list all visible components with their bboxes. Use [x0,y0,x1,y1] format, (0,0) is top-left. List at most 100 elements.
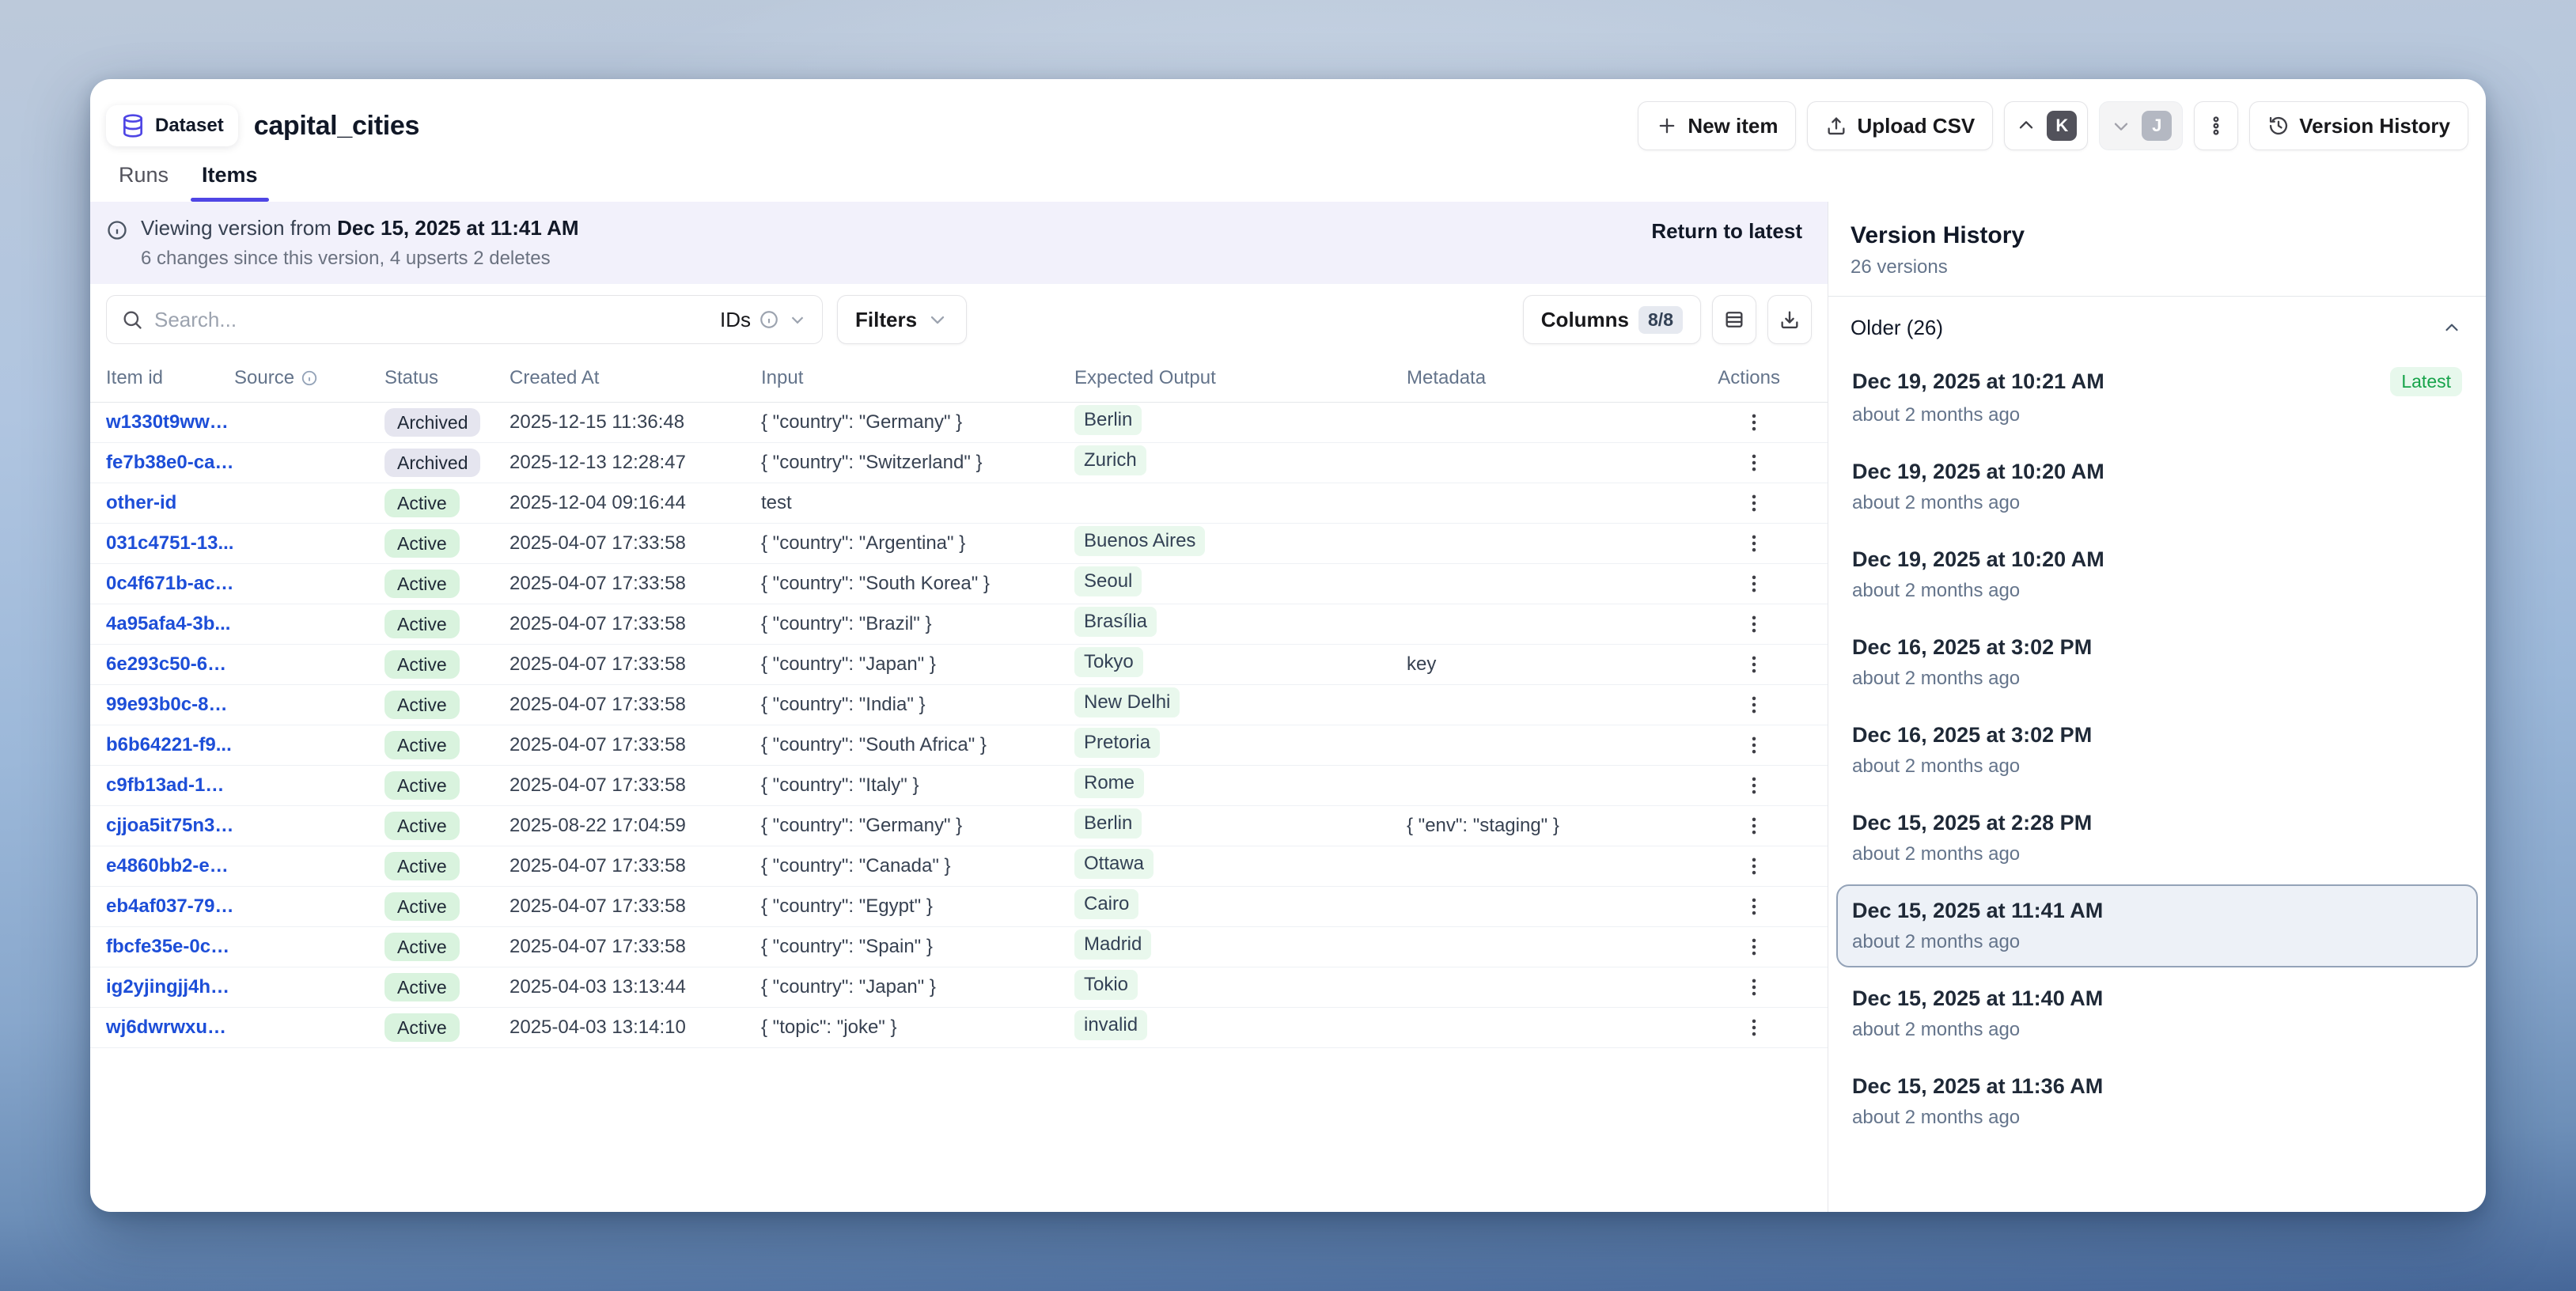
status-badge: Archived [385,449,481,477]
row-actions-button[interactable] [1737,406,1771,439]
item-id-link[interactable]: 0c4f671b-ac5... [106,573,234,594]
export-button[interactable] [1767,295,1812,344]
table-row[interactable]: fe7b38e0-ca4... Archived 2025-12-13 12:2… [90,443,1828,483]
item-id-link[interactable]: fe7b38e0-ca4... [106,452,234,473]
expected-output-cell: Seoul [1074,566,1407,602]
kebab-menu-icon [1752,736,1756,754]
column-header[interactable]: Created At [510,367,761,389]
row-actions-button[interactable] [1737,648,1771,681]
previous-user-button[interactable]: K [2004,101,2089,150]
item-id-link[interactable]: 99e93b0c-88... [106,694,234,715]
column-header[interactable]: Actions [1718,367,1812,389]
item-id-link[interactable]: fbcfe35e-0c8... [106,936,234,957]
table-row[interactable]: 6e293c50-6b... Active 2025-04-07 17:33:5… [90,645,1828,685]
status-badge: Active [385,489,460,517]
table-row[interactable]: fbcfe35e-0c8... Active 2025-04-07 17:33:… [90,927,1828,967]
table-row[interactable]: e4860bb2-e4... Active 2025-04-07 17:33:5… [90,846,1828,887]
upload-csv-button[interactable]: Upload CSV [1807,101,1994,150]
row-actions-button[interactable] [1737,729,1771,762]
banner-title: Viewing version from Dec 15, 2025 at 11:… [141,216,579,240]
row-actions-button[interactable] [1737,688,1771,721]
item-id-link[interactable]: ig2yjingjj4hql... [106,976,234,998]
filters-label: Filters [855,307,918,331]
item-id-link[interactable]: 4a95afa4-3b... [106,613,231,634]
return-to-latest-link[interactable]: Return to latest [1651,219,1802,243]
row-actions-button[interactable] [1737,971,1771,1004]
version-list-item[interactable]: Dec 16, 2025 at 3:02 PM about 2 months a… [1836,709,2478,792]
item-id-link[interactable]: other-id [106,492,177,513]
version-list-item[interactable]: Dec 19, 2025 at 10:20 AM about 2 months … [1836,445,2478,528]
table-row[interactable]: w1330t9ww1a... Archived 2025-12-15 11:36… [90,403,1828,443]
row-actions-button[interactable] [1737,930,1771,964]
version-list-item[interactable]: Dec 15, 2025 at 11:36 AM about 2 months … [1836,1060,2478,1143]
kebab-menu-icon [2213,116,2219,135]
status-cell: Active [385,852,510,880]
item-id-link[interactable]: e4860bb2-e4... [106,855,234,876]
row-height-button[interactable] [1712,295,1756,344]
filters-button[interactable]: Filters [837,295,968,344]
tab[interactable]: Runs [106,157,181,202]
row-actions-button[interactable] [1737,890,1771,923]
table-row[interactable]: ig2yjingjj4hql... Active 2025-04-03 13:1… [90,967,1828,1008]
table-row[interactable]: cjjoa5it75n3jr... Active 2025-08-22 17:0… [90,806,1828,846]
version-list-item[interactable]: Dec 15, 2025 at 11:41 AM about 2 months … [1836,884,2478,967]
table-row[interactable]: eb4af037-791... Active 2025-04-07 17:33:… [90,887,1828,927]
row-actions-button[interactable] [1737,446,1771,479]
table-row[interactable]: 031c4751-13... Active 2025-04-07 17:33:5… [90,524,1828,564]
version-list-item[interactable]: Dec 16, 2025 at 3:02 PM about 2 months a… [1836,621,2478,704]
version-list-item[interactable]: Dec 19, 2025 at 10:21 AM Latest about 2 … [1836,353,2478,441]
more-options-button[interactable] [2194,101,2239,150]
column-header[interactable]: Metadata [1407,367,1669,389]
item-id-link[interactable]: w1330t9ww1a... [106,411,234,433]
item-id-link[interactable]: wj6dwrwxu6j... [106,1017,234,1038]
row-actions-button[interactable] [1737,567,1771,600]
table-row[interactable]: other-id Active 2025-12-04 09:16:44 test [90,483,1828,524]
older-group-toggle[interactable]: Older (26) [1828,297,2486,346]
version-list-item[interactable]: Dec 15, 2025 at 11:40 AM about 2 months … [1836,972,2478,1055]
table-row[interactable]: wj6dwrwxu6j... Active 2025-04-03 13:14:1… [90,1008,1828,1048]
older-group-label: Older (26) [1851,316,1944,339]
column-header[interactable]: Source [234,367,385,389]
row-actions-button[interactable] [1737,809,1771,842]
table-row[interactable]: 0c4f671b-ac5... Active 2025-04-07 17:33:… [90,564,1828,604]
new-item-button[interactable]: New item [1638,101,1797,150]
search-scope-dropdown[interactable]: IDs [720,308,808,332]
expected-output-value: New Delhi [1074,687,1180,717]
chevron-up-icon [2445,324,2458,331]
row-actions-button[interactable] [1737,527,1771,560]
item-id-link[interactable]: 6e293c50-6b... [106,653,234,675]
actions-cell [1737,1011,1812,1044]
item-id-link[interactable]: 031c4751-13... [106,532,234,554]
expected-output-value: Zurich [1074,445,1146,475]
expected-output-value: Cairo [1074,888,1139,919]
search-box[interactable]: IDs [106,295,823,344]
column-header[interactable]: Expected Output [1074,367,1407,389]
column-header[interactable]: Status [385,367,510,389]
status-cell: Active [385,1013,510,1042]
item-id-link[interactable]: c9fb13ad-18ff... [106,774,234,796]
row-actions-button[interactable] [1737,850,1771,883]
item-id-link[interactable]: b6b64221-f9... [106,734,232,755]
next-user-button[interactable]: J [2099,101,2184,150]
search-input[interactable] [154,307,709,332]
column-header[interactable]: Input [761,367,1074,389]
table-row[interactable]: 99e93b0c-88... Active 2025-04-07 17:33:5… [90,685,1828,725]
input-cell: { "country": "South Africa" } [761,734,987,755]
tab[interactable]: Items [189,157,271,202]
table-row[interactable]: b6b64221-f9... Active 2025-04-07 17:33:5… [90,725,1828,766]
item-id-link[interactable]: cjjoa5it75n3jr... [106,815,234,836]
item-id-link[interactable]: eb4af037-791... [106,895,234,917]
version-history-button[interactable]: Version History [2249,101,2468,150]
row-actions-button[interactable] [1737,769,1771,802]
table-row[interactable]: c9fb13ad-18ff... Active 2025-04-07 17:33… [90,766,1828,806]
version-list-item[interactable]: Dec 19, 2025 at 10:20 AM about 2 months … [1836,533,2478,616]
row-actions-button[interactable] [1737,608,1771,641]
upload-csv-label: Upload CSV [1857,113,1976,138]
table-row[interactable]: 4a95afa4-3b... Active 2025-04-07 17:33:5… [90,604,1828,645]
version-list-item[interactable]: Dec 15, 2025 at 2:28 PM about 2 months a… [1836,797,2478,880]
column-header[interactable]: Item id [106,367,234,389]
row-actions-button[interactable] [1737,1011,1771,1044]
actions-cell [1737,850,1812,883]
row-actions-button[interactable] [1737,486,1771,520]
columns-button[interactable]: Columns 8/8 [1522,295,1701,344]
